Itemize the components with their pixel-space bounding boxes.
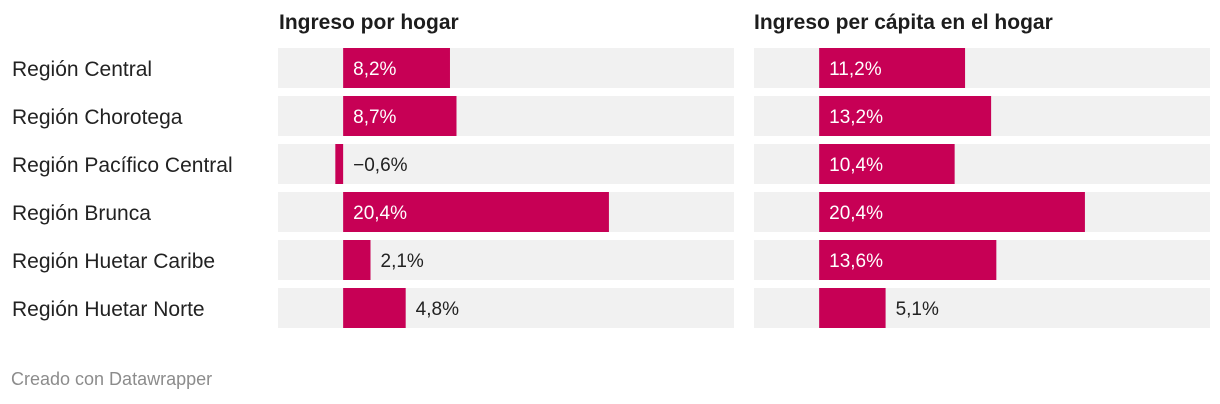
bar [343,288,406,328]
value-label: 2,1% [381,251,424,272]
value-label: 5,1% [896,299,939,320]
bar [819,240,997,280]
row-label: Región Chorotega [12,106,183,129]
value-label: 20,4% [353,203,407,224]
value-label: 8,2% [353,59,396,80]
row-label: Región Huetar Norte [12,298,205,321]
bar [343,240,371,280]
footer-credit: Creado con Datawrapper [11,369,213,389]
value-label: 11,2% [829,59,882,80]
bar [343,48,450,88]
row-label: Región Huetar Caribe [12,250,215,273]
value-label: 13,2% [829,107,883,128]
value-label: 4,8% [416,299,459,320]
panel-title-ingreso-per-capita: Ingreso per cápita en el hogar [754,11,1053,34]
value-label: −0,6% [353,155,408,176]
panel-title-ingreso-por-hogar: Ingreso por hogar [279,11,459,34]
bar [819,288,886,328]
bar [819,96,992,136]
row-label: Región Pacífico Central [12,154,233,177]
bar [343,96,457,136]
row-label: Región Brunca [12,202,151,225]
bar [819,192,1085,232]
value-label: 10,4% [829,155,883,176]
bar [819,144,955,184]
bar [335,144,344,184]
row-label: Región Central [12,58,152,81]
value-label: 8,7% [353,107,396,128]
row-background-band [278,144,734,184]
bar [819,48,966,88]
value-label: 13,6% [829,251,883,272]
bar [343,192,609,232]
value-label: 20,4% [829,203,883,224]
